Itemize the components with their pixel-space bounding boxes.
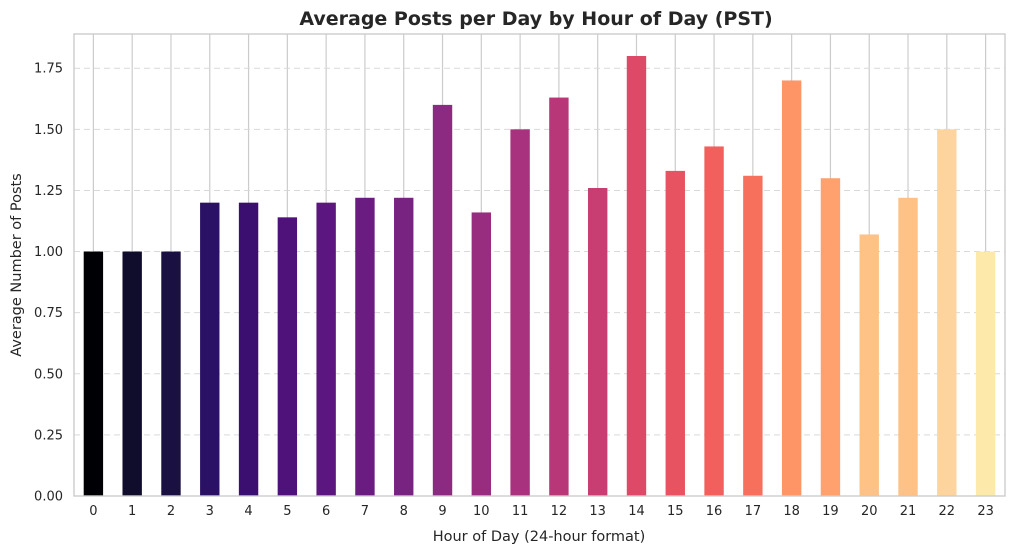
x-tick-label: 22 [939, 504, 956, 519]
x-tick-label: 5 [283, 504, 291, 519]
x-tick-label: 21 [900, 504, 917, 519]
x-tick-label: 18 [783, 504, 800, 519]
bar-hour-22 [937, 129, 957, 497]
x-tick-label: 11 [512, 504, 529, 519]
bar-hour-4 [238, 202, 259, 496]
y-tick-label: 0.25 [34, 428, 63, 443]
x-tick-label: 15 [667, 504, 684, 519]
y-tick-label: 1.50 [34, 123, 63, 138]
x-axis-label: Hour of Day (24-hour format) [433, 529, 646, 545]
bar-hour-3 [200, 202, 220, 496]
y-tick-labels: 0.00 0.25 0.50 0.75 1.00 1.25 1.50 1.75 [34, 62, 63, 505]
bar-hour-2 [161, 251, 181, 496]
x-tick-label: 6 [322, 504, 330, 519]
x-tick-label: 1 [128, 504, 136, 519]
x-tick-label: 0 [89, 504, 97, 519]
x-tick-label: 19 [822, 504, 839, 519]
x-tick-label: 9 [438, 504, 446, 519]
chart-title: Average Posts per Day by Hour of Day (PS… [299, 8, 772, 30]
bar-hour-12 [549, 97, 569, 497]
bar-hour-16 [704, 146, 724, 496]
bar-hour-9 [432, 104, 453, 496]
x-tick-label: 10 [473, 504, 490, 519]
x-tick-label: 17 [745, 504, 762, 519]
x-tick-label: 13 [589, 504, 606, 519]
x-tick-label: 7 [361, 504, 369, 519]
bar-hour-15 [665, 170, 685, 496]
bar-hour-17 [743, 175, 763, 496]
bar-hour-13 [587, 188, 608, 496]
bar-hour-5 [277, 217, 298, 497]
y-tick-label: 1.75 [34, 62, 63, 77]
y-axis-label: Average Number of Posts [9, 173, 25, 357]
y-tick-label: 1.25 [34, 184, 63, 199]
x-tick-label: 23 [977, 504, 994, 519]
x-tick-label: 3 [206, 504, 214, 519]
x-tick-label: 16 [706, 504, 723, 519]
y-tick-label: 0.00 [34, 490, 63, 505]
bar-hour-23 [975, 251, 996, 496]
x-tick-label: 12 [551, 504, 568, 519]
y-tick-label: 0.50 [34, 367, 63, 382]
bar-hour-0 [83, 251, 104, 496]
x-tick-label: 2 [167, 504, 175, 519]
bars-layer [83, 56, 996, 497]
x-tick-labels: 0 1 2 3 4 5 6 7 8 9 10 11 12 13 14 15 16 17 18 19 20 21 22 23 [89, 504, 994, 519]
y-tick-label: 1.00 [34, 245, 63, 260]
x-tick-label: 8 [400, 504, 408, 519]
bar-hour-18 [781, 80, 802, 496]
bar-hour-21 [898, 197, 918, 496]
bar-hour-1 [122, 251, 142, 496]
plot-frame [73, 33, 1006, 497]
x-tick-label: 14 [628, 504, 645, 519]
bar-hour-11 [510, 129, 530, 497]
x-tick-label: 20 [861, 504, 878, 519]
bar-hour-7 [355, 197, 375, 496]
x-tick-label: 4 [244, 504, 252, 519]
bar-hour-10 [471, 212, 492, 496]
y-tick-label: 0.75 [34, 306, 63, 321]
bar-hour-14 [626, 56, 647, 496]
bar-hour-6 [316, 202, 336, 496]
bar-hour-8 [394, 197, 414, 496]
bar-hour-20 [859, 234, 879, 496]
bar-hour-19 [820, 178, 841, 496]
